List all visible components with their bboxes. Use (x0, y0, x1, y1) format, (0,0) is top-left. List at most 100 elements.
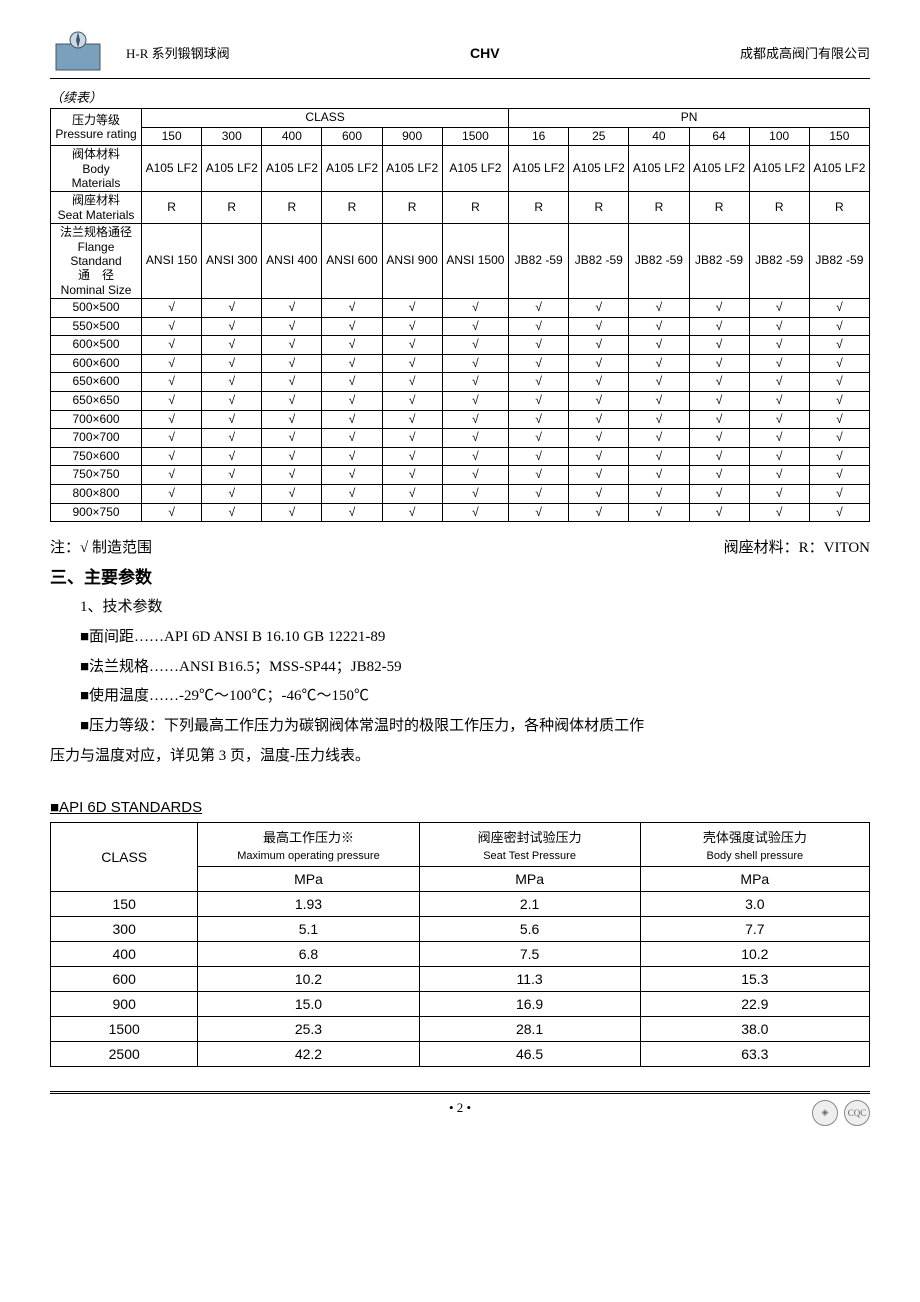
check-cell: √ (689, 429, 749, 448)
size-label: 700×700 (51, 429, 142, 448)
check-cell: √ (142, 447, 202, 466)
seat-materials-row: 阀座材料Seat Materials R R R R R R R R R R R… (51, 192, 870, 224)
check-cell: √ (442, 429, 508, 448)
check-cell: √ (142, 317, 202, 336)
check-cell: √ (569, 354, 629, 373)
api-row: 1501.932.13.0 (51, 891, 870, 916)
check-cell: √ (809, 336, 869, 355)
check-cell: √ (382, 299, 442, 318)
check-cell: √ (749, 336, 809, 355)
check-cell: √ (442, 503, 508, 522)
check-cell: √ (629, 354, 689, 373)
check-cell: √ (262, 429, 322, 448)
check-cell: √ (142, 354, 202, 373)
check-cell: √ (569, 447, 629, 466)
check-cell: √ (509, 354, 569, 373)
check-cell: √ (509, 485, 569, 504)
param-bullet-3: ■使用温度……-29℃～100℃；-46℃～150℃ (50, 683, 870, 711)
size-row: 700×700√√√√√√√√√√√√ (51, 429, 870, 448)
note-left: 注：√ 制造范围 (50, 536, 152, 557)
check-cell: √ (442, 299, 508, 318)
size-label: 600×600 (51, 354, 142, 373)
api-cell: 10.2 (198, 966, 419, 991)
check-cell: √ (569, 392, 629, 411)
check-cell: √ (809, 317, 869, 336)
check-cell: √ (509, 466, 569, 485)
check-cell: √ (262, 503, 322, 522)
check-cell: √ (322, 447, 382, 466)
api-cell: 10.2 (640, 941, 869, 966)
api-col-shell: 壳体强度试验压力 Body shell pressure (640, 822, 869, 866)
pn-group-header: PN (509, 109, 870, 128)
check-cell: √ (262, 466, 322, 485)
size-label: 500×500 (51, 299, 142, 318)
check-cell: √ (749, 447, 809, 466)
param-1: 1、技术参数 (50, 594, 870, 622)
check-cell: √ (689, 354, 749, 373)
api-cell: 42.2 (198, 1041, 419, 1066)
check-cell: √ (322, 485, 382, 504)
check-cell: √ (382, 485, 442, 504)
check-cell: √ (569, 373, 629, 392)
check-cell: √ (322, 392, 382, 411)
api-cell: 900 (51, 991, 198, 1016)
check-cell: √ (322, 373, 382, 392)
check-cell: √ (142, 429, 202, 448)
check-cell: √ (382, 410, 442, 429)
check-cell: √ (382, 503, 442, 522)
check-cell: √ (809, 373, 869, 392)
check-cell: √ (569, 429, 629, 448)
note-right: 阀座材料：R：VITON (724, 536, 870, 557)
check-cell: √ (569, 299, 629, 318)
check-cell: √ (322, 336, 382, 355)
api-standards-table: CLASS 最高工作压力※ Maximum operating pressure… (50, 822, 870, 1067)
check-cell: √ (749, 410, 809, 429)
check-cell: √ (809, 354, 869, 373)
param-bullet-4a: ■压力等级：下列最高工作压力为碳钢阀体常温时的极限工作压力，各种阀体材质工作 (50, 713, 870, 741)
api-cell: 22.9 (640, 991, 869, 1016)
check-cell: √ (382, 354, 442, 373)
check-cell: √ (629, 317, 689, 336)
page-header: H-R 系列锻钢球阀 CHV 成都成高阀门有限公司 (50, 30, 870, 79)
check-cell: √ (442, 485, 508, 504)
check-cell: √ (749, 373, 809, 392)
check-cell: √ (509, 503, 569, 522)
check-cell: √ (382, 466, 442, 485)
check-cell: √ (382, 392, 442, 411)
check-cell: √ (262, 392, 322, 411)
check-cell: √ (202, 299, 262, 318)
check-cell: √ (382, 447, 442, 466)
header-product-name: H-R 系列锻钢球阀 (126, 43, 230, 62)
check-cell: √ (142, 503, 202, 522)
param-bullet-1: ■面间距……API 6D ANSI B 16.10 GB 12221-89 (50, 624, 870, 652)
check-cell: √ (629, 373, 689, 392)
check-cell: √ (262, 299, 322, 318)
size-row: 900×750√√√√√√√√√√√√ (51, 503, 870, 522)
check-cell: √ (809, 410, 869, 429)
param-bullet-4b: 压力与温度对应，详见第 3 页，温度-压力线表。 (50, 743, 870, 771)
api-row: 3005.15.67.7 (51, 916, 870, 941)
check-cell: √ (442, 392, 508, 411)
api-cell: 1500 (51, 1016, 198, 1041)
api-cell: 2.1 (419, 891, 640, 916)
size-row: 800×800√√√√√√√√√√√√ (51, 485, 870, 504)
api-standards-title: ■API 6D STANDARDS (50, 799, 870, 816)
check-cell: √ (202, 410, 262, 429)
page-footer: • 2 • ◈ CQC (50, 1091, 870, 1116)
pressure-rating-header: 压力等级 Pressure rating (51, 109, 142, 146)
check-cell: √ (202, 354, 262, 373)
api-cell: 63.3 (640, 1041, 869, 1066)
check-cell: √ (749, 354, 809, 373)
check-cell: √ (382, 373, 442, 392)
check-cell: √ (142, 336, 202, 355)
spec-table: 压力等级 Pressure rating CLASS PN 150 300 40… (50, 108, 870, 522)
check-cell: √ (142, 299, 202, 318)
check-cell: √ (262, 410, 322, 429)
table-notes: 注：√ 制造范围 阀座材料：R：VITON (50, 536, 870, 557)
check-cell: √ (569, 503, 629, 522)
check-cell: √ (442, 373, 508, 392)
api-row: 4006.87.510.2 (51, 941, 870, 966)
api-col-seat: 阀座密封试验压力 Seat Test Pressure (419, 822, 640, 866)
check-cell: √ (202, 317, 262, 336)
header-brand: CHV (470, 45, 500, 61)
